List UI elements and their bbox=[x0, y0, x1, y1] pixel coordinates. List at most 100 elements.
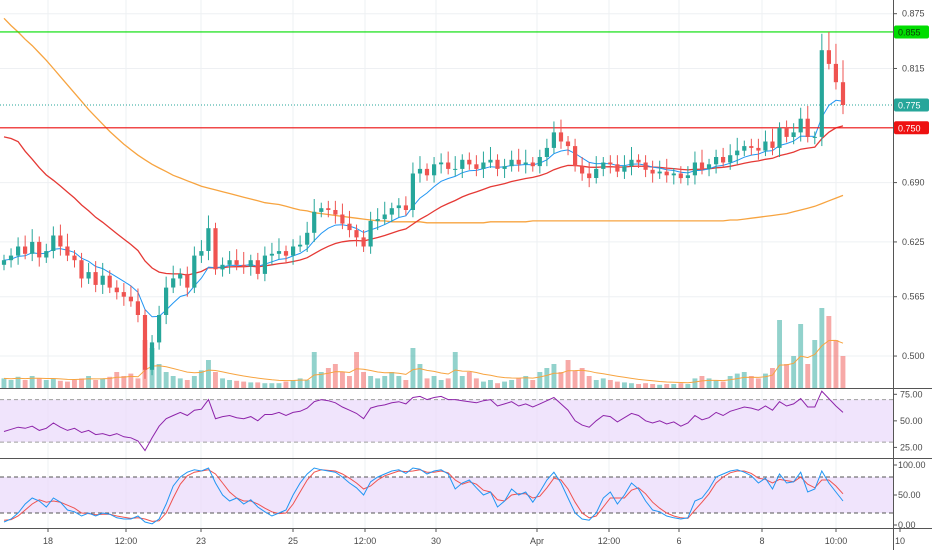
candle bbox=[149, 335, 155, 376]
volume-ma-line bbox=[3, 339, 844, 384]
candle bbox=[495, 154, 500, 177]
price-tick-label: 0.815 bbox=[902, 63, 925, 73]
volume-bar bbox=[523, 376, 529, 388]
candle-body bbox=[375, 219, 380, 221]
time-tick-label: 23 bbox=[196, 536, 206, 546]
candle bbox=[107, 270, 112, 294]
volume-bar bbox=[227, 380, 232, 388]
volume-bar bbox=[304, 380, 310, 388]
candle-body bbox=[439, 162, 444, 165]
candle-body bbox=[516, 159, 521, 165]
candle bbox=[234, 249, 239, 271]
volume-bar bbox=[255, 382, 261, 388]
volume-bar bbox=[121, 376, 127, 388]
rsi-panel[interactable] bbox=[0, 390, 893, 452]
volume-bar bbox=[516, 378, 522, 388]
volume-bar bbox=[283, 381, 289, 388]
candle-body bbox=[685, 175, 690, 178]
volume-bar bbox=[805, 364, 811, 388]
candle-body bbox=[128, 296, 133, 302]
candle-body bbox=[262, 255, 267, 274]
time-tick-label: 30 bbox=[431, 536, 441, 546]
volume-bar bbox=[43, 380, 49, 388]
candle-body bbox=[213, 228, 218, 270]
volume-bar bbox=[368, 376, 374, 388]
candle-body bbox=[467, 159, 472, 165]
candle-body bbox=[495, 159, 500, 169]
candle-body bbox=[51, 235, 56, 251]
candle bbox=[643, 155, 648, 178]
resistance-tag[interactable]: 0.855 bbox=[894, 25, 929, 39]
candle bbox=[241, 251, 246, 274]
candle bbox=[255, 252, 260, 280]
candle bbox=[439, 153, 444, 174]
candle bbox=[544, 138, 549, 167]
candle bbox=[636, 154, 641, 168]
candle bbox=[58, 224, 63, 256]
horizontal-levels[interactable] bbox=[0, 31, 893, 129]
support-tag-bg bbox=[894, 121, 929, 135]
candle-body bbox=[361, 237, 366, 247]
candle bbox=[16, 237, 21, 265]
candle-body bbox=[37, 241, 42, 258]
volume-bar bbox=[297, 378, 303, 388]
last-price-tag[interactable]: 0.775 bbox=[894, 98, 929, 112]
volume-bar bbox=[100, 378, 106, 388]
candle-body bbox=[833, 63, 838, 83]
candle bbox=[812, 131, 817, 145]
candle bbox=[403, 196, 408, 216]
price-panel[interactable] bbox=[0, 17, 893, 388]
support-tag[interactable]: 0.750 bbox=[894, 121, 929, 135]
candle-body bbox=[326, 208, 331, 210]
last-price-tag-bg bbox=[894, 98, 929, 112]
candle-body bbox=[30, 241, 35, 254]
rsi-tick-label: 50.00 bbox=[900, 416, 923, 426]
candle bbox=[629, 146, 634, 176]
volume-bar bbox=[678, 383, 684, 388]
candle-body bbox=[8, 255, 14, 261]
volume-bar bbox=[586, 376, 592, 388]
candle bbox=[65, 233, 70, 262]
candle-body bbox=[283, 251, 289, 256]
candle bbox=[826, 31, 831, 70]
volume-bar bbox=[332, 364, 338, 388]
candle bbox=[269, 242, 274, 265]
volume-bar bbox=[417, 364, 423, 388]
candle-body bbox=[248, 260, 253, 267]
candle bbox=[100, 262, 105, 294]
candle bbox=[756, 138, 761, 160]
candle bbox=[121, 283, 126, 306]
price-axis[interactable]: 0.875 0.815 0.690 0.625 0.565 0.500 0.855 0.775… bbox=[893, 9, 929, 530]
volume-bar bbox=[234, 380, 240, 388]
stochastic-panel[interactable] bbox=[0, 467, 893, 525]
volume-bar bbox=[114, 372, 120, 388]
volume-bar bbox=[318, 372, 324, 388]
volume-bar bbox=[269, 383, 275, 388]
candle bbox=[93, 261, 98, 293]
candle bbox=[389, 202, 394, 222]
rsi-tick-label: 25.00 bbox=[900, 442, 923, 452]
volume-bar bbox=[643, 383, 648, 388]
rsi-line bbox=[3, 390, 844, 452]
volume-bar bbox=[777, 320, 782, 388]
candle-body bbox=[16, 246, 21, 256]
candle-body bbox=[615, 164, 620, 172]
time-tick-label: 10:00 bbox=[825, 536, 848, 546]
candle-body bbox=[671, 173, 676, 176]
candle-body bbox=[142, 315, 148, 370]
candle-body bbox=[79, 260, 84, 279]
volume-bar bbox=[177, 378, 183, 388]
candle-body bbox=[587, 173, 592, 179]
volume-bar bbox=[459, 376, 465, 388]
volume-bar bbox=[488, 380, 493, 388]
stoch-band bbox=[0, 477, 893, 513]
candle bbox=[192, 246, 197, 294]
time-axis[interactable]: 18 12:00 23 25 12:00 30 Apr 12:00 6 8 10:00 10 bbox=[43, 528, 905, 546]
volume-bar bbox=[622, 382, 627, 388]
ema-mid-line bbox=[3, 125, 844, 276]
volume-bar bbox=[191, 376, 197, 388]
volume-bar bbox=[163, 372, 169, 388]
stoch-tick-label: 0.00 bbox=[898, 520, 916, 530]
